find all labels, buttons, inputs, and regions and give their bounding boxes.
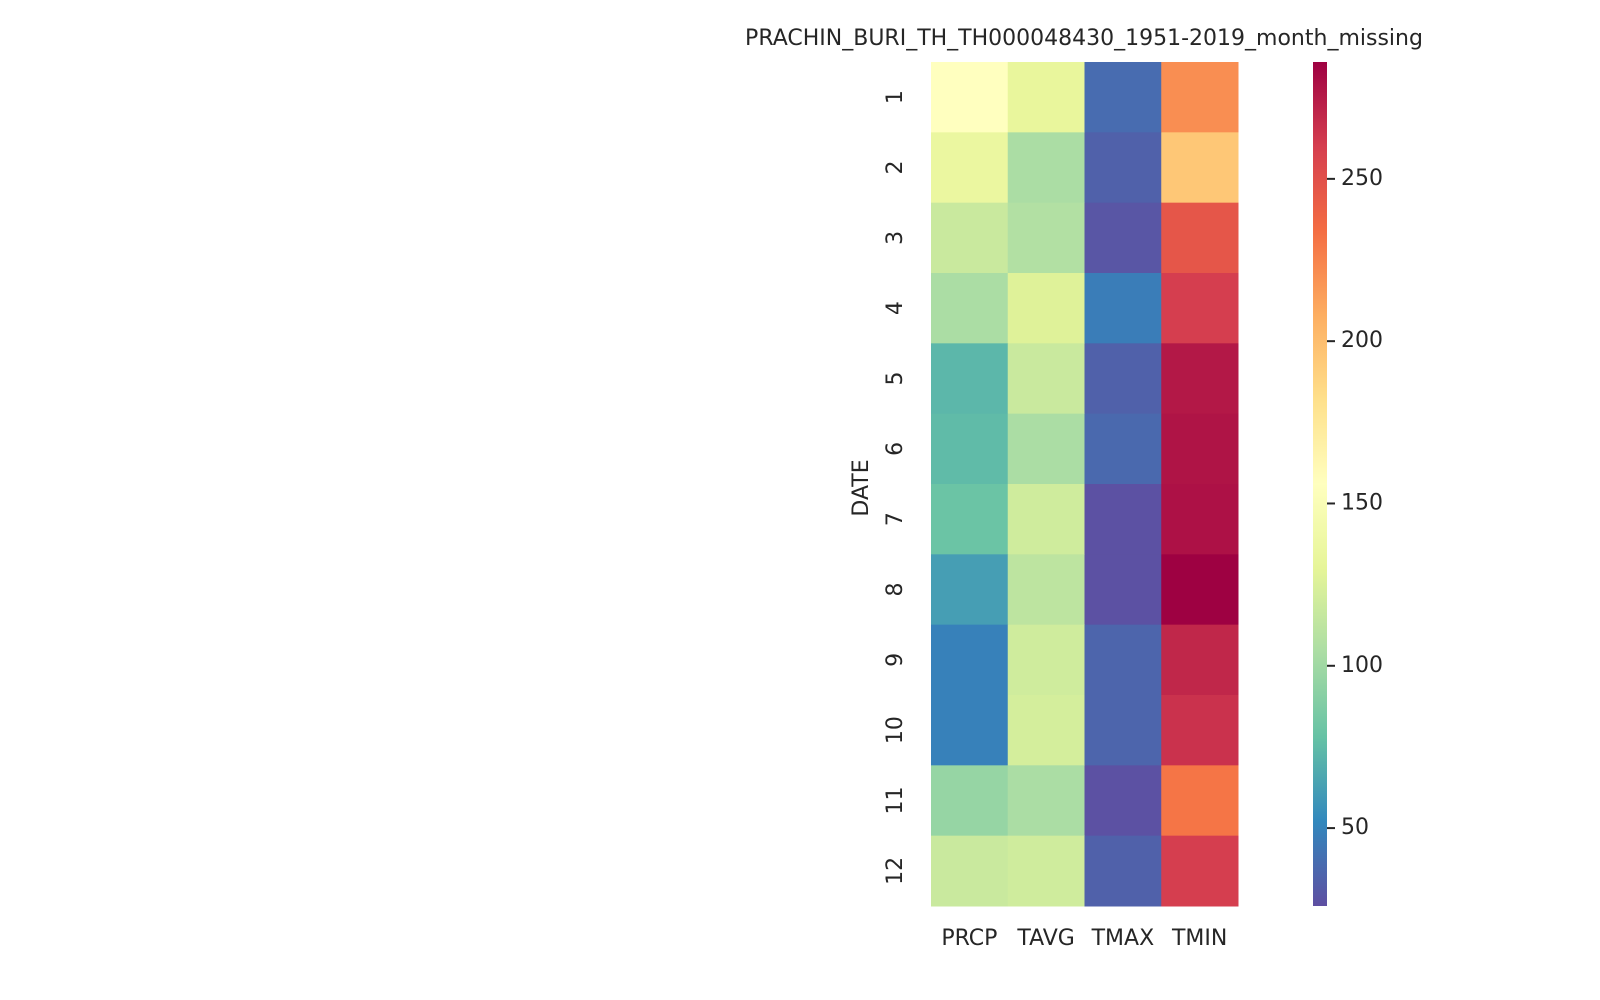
heatmap-cell [931,484,1009,555]
colorbar-tick-label: 150 [1341,490,1383,515]
heatmap-cell [1161,765,1239,837]
y-tick-label: 11 [883,787,908,815]
x-tick-label: TAVG [1016,926,1074,951]
y-tick-label: 7 [883,512,908,526]
heatmap-cell [1007,62,1085,133]
heatmap-cell [931,132,1009,204]
y-tick-label: 8 [883,583,908,597]
y-tick-label: 5 [883,372,908,386]
heatmap-cell [1007,484,1085,555]
y-tick-label: 10 [883,716,908,744]
y-tick-label: 6 [883,442,908,456]
y-tick-label: 12 [883,857,908,885]
chart-title: PRACHIN_BURI_TH_TH000048430_1951-2019_mo… [745,26,1423,51]
y-tick-label: 1 [883,90,908,104]
heatmap-cell [931,273,1009,344]
heatmap-cell [1084,554,1162,626]
heatmap-cell [1007,695,1085,766]
colorbar [1313,62,1327,906]
heatmap-cell [1161,343,1239,415]
heatmap-cell [1007,413,1085,485]
y-tick-label: 3 [883,231,908,245]
colorbar-tick-label: 200 [1341,328,1383,353]
heatmap-cell [931,554,1009,626]
heatmap-cell [1161,695,1239,766]
heatmap-cell [1161,554,1239,626]
heatmap-cell [931,343,1009,415]
heatmap-cell [1007,132,1085,204]
heatmap-cell [1084,624,1162,696]
heatmap-cell [1084,132,1162,204]
heatmap-cell [1084,413,1162,485]
heatmap-cell [1161,835,1239,907]
heatmap-cell [1007,835,1085,907]
heatmap-cell [931,202,1009,274]
heatmap-cell [1161,624,1239,696]
x-tick-label: TMIN [1171,926,1227,951]
colorbar-tick-label: 100 [1341,653,1383,678]
heatmap-cell [1007,765,1085,837]
y-tick-label: 2 [883,161,908,175]
y-axis-label: DATE [849,459,874,516]
y-tick-label: 4 [883,301,908,315]
x-tick-label: PRCP [941,926,997,951]
heatmap-cell [1007,343,1085,415]
x-tick-label: TMAX [1091,926,1155,951]
heatmap-cell [1161,484,1239,555]
heatmap-cell [1007,554,1085,626]
heatmap-cell [1084,835,1162,907]
heatmap-cell [931,835,1009,907]
heatmap-cell [1007,273,1085,344]
heatmap-cell [1084,484,1162,555]
heatmap-cell [931,413,1009,485]
heatmap-cell [1084,695,1162,766]
heatmap-cell [1161,62,1239,133]
heatmap-cell [1161,132,1239,204]
y-tick-label: 9 [883,653,908,667]
colorbar-tick-label: 50 [1341,815,1369,840]
heatmap-cell [1161,413,1239,485]
heatmap-cell [1084,765,1162,837]
heatmap-cell [931,624,1009,696]
heatmap-cell [1007,624,1085,696]
heatmap-cell [931,62,1009,133]
colorbar-tick-label: 250 [1341,166,1383,191]
heatmap-cell [1161,273,1239,344]
heatmap-cell [1161,202,1239,274]
heatmap-cell [1084,202,1162,274]
heatmap-cell [1084,273,1162,344]
heatmap-cell [931,695,1009,766]
heatmap-cell [1084,343,1162,415]
heatmap-cell [931,765,1009,837]
heatmap-cell [1007,202,1085,274]
heatmap-cell [1084,62,1162,133]
